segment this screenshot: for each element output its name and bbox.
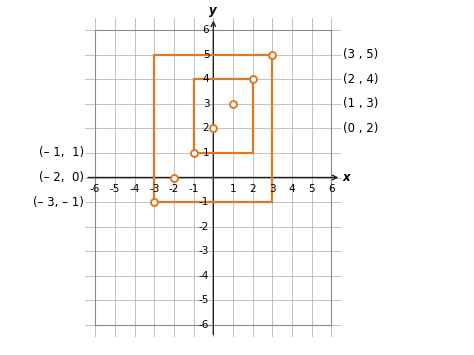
Text: -1: -1 — [199, 197, 210, 207]
Text: 4: 4 — [289, 184, 295, 193]
Text: (– 1,  1): (– 1, 1) — [39, 146, 84, 159]
Text: 6: 6 — [203, 25, 210, 35]
Bar — [154, 55, 273, 202]
Text: 1: 1 — [230, 184, 237, 193]
Text: y: y — [210, 4, 217, 17]
Text: 1: 1 — [203, 148, 210, 158]
Text: 2: 2 — [203, 123, 210, 133]
Text: (0 , 2): (0 , 2) — [343, 122, 379, 135]
Text: -2: -2 — [169, 184, 179, 193]
Text: 4: 4 — [203, 74, 210, 84]
Text: (– 3, – 1): (– 3, – 1) — [34, 196, 84, 209]
Text: -6: -6 — [90, 184, 100, 193]
Text: -4: -4 — [199, 271, 210, 281]
Text: -5: -5 — [109, 184, 120, 193]
Text: 5: 5 — [309, 184, 315, 193]
Text: x: x — [342, 171, 350, 184]
Text: 3: 3 — [203, 99, 210, 109]
Text: 6: 6 — [328, 184, 335, 193]
Text: -3: -3 — [149, 184, 159, 193]
Text: -3: -3 — [199, 246, 210, 256]
Text: -2: -2 — [199, 222, 210, 232]
Text: 3: 3 — [269, 184, 276, 193]
Text: (– 2,  0): (– 2, 0) — [39, 171, 84, 184]
Text: -4: -4 — [129, 184, 140, 193]
Bar — [193, 79, 253, 153]
Text: (3 , 5): (3 , 5) — [343, 48, 379, 61]
Text: -5: -5 — [199, 295, 210, 305]
Text: (1 , 3): (1 , 3) — [343, 97, 379, 110]
Text: (2 , 4): (2 , 4) — [343, 73, 379, 86]
Text: -6: -6 — [199, 320, 210, 330]
Text: 2: 2 — [249, 184, 256, 193]
Text: -1: -1 — [189, 184, 199, 193]
Text: 5: 5 — [203, 50, 210, 60]
